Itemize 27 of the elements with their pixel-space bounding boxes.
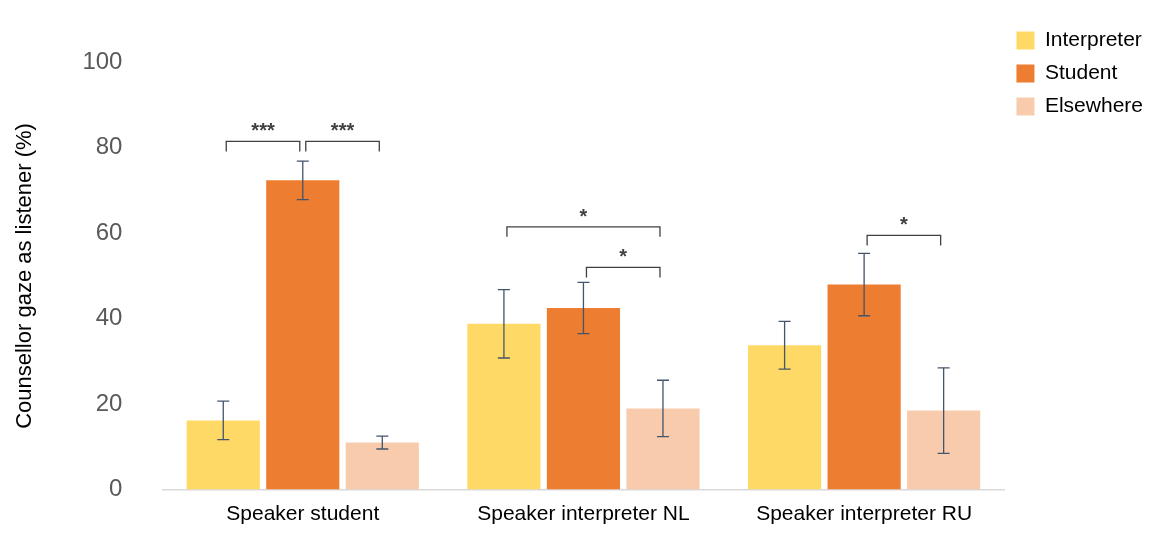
y-axis-title: Counsellor gaze as listener (%): [11, 123, 37, 429]
bar: [345, 442, 419, 490]
annotation: *: [619, 245, 628, 268]
bar: [467, 323, 541, 490]
annotation: ***: [330, 119, 355, 142]
x-tick-label: Speaker interpreter NL: [477, 501, 690, 524]
legend-label: Interpreter: [1044, 27, 1142, 51]
y-tick-label: 20: [95, 388, 123, 416]
bar: [907, 410, 981, 490]
bar: [827, 284, 901, 490]
y-tick-label: 60: [95, 217, 123, 245]
y-tick-label: 0: [109, 474, 123, 502]
x-tick-label: Speaker student: [226, 501, 380, 524]
bar: [546, 308, 621, 490]
bar: [186, 420, 260, 490]
annotation: *: [579, 204, 588, 227]
y-tick-label: 80: [95, 132, 123, 160]
y-tick-label: 100: [82, 47, 123, 75]
legend-label: Elsewhere: [1044, 93, 1144, 117]
x-tick-label: Speaker interpreter RU: [756, 501, 973, 524]
bar: [266, 180, 340, 490]
annotation: *: [899, 213, 908, 236]
y-tick-label: 40: [95, 303, 123, 331]
legend-label: Student: [1044, 60, 1118, 84]
annotation: ***: [251, 119, 275, 142]
bar: [626, 408, 700, 490]
bar: [748, 345, 822, 490]
